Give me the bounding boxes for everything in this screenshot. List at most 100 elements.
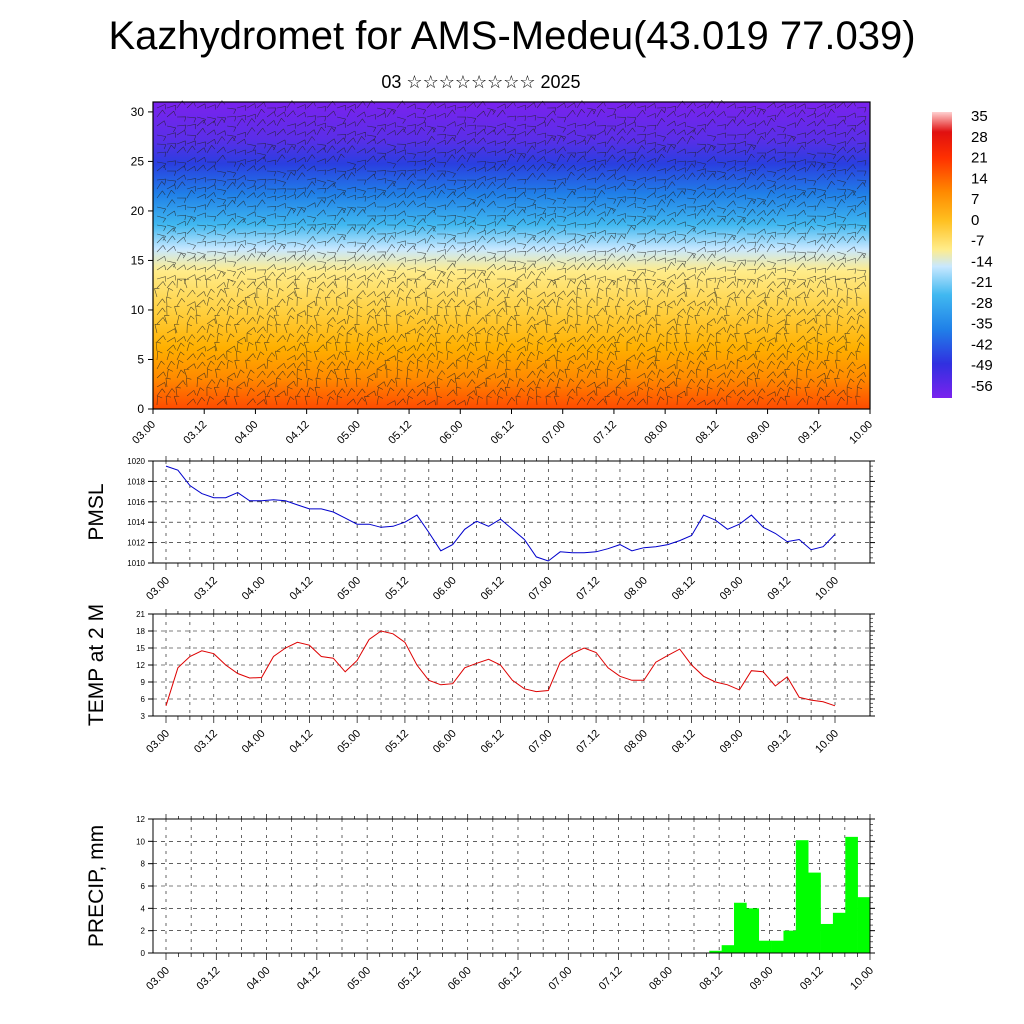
x-tick-label: 05.00 xyxy=(335,728,363,756)
x-tick-label: 04.00 xyxy=(240,728,268,756)
colorbar: 35 28 21 14 7 0 -7 -14 -21 -28 -35 -42 -49 -56 xyxy=(932,108,993,398)
chart-title: Kazhydromet for AMS-Medeu(43.019 77.039) xyxy=(108,14,916,58)
x-tick-label: 09.00 xyxy=(718,575,746,603)
x-tick-label: 04.00 xyxy=(245,965,273,993)
y-tick-label: 8 xyxy=(141,860,146,869)
y-tick-label: 12 xyxy=(136,661,145,670)
heatmap-x-tick-label: 04.00 xyxy=(233,419,261,447)
precip-panel: 0 2 4 6 8 10 12 03.00 03.12 04.00 04.12 05.00 05.12 0… xyxy=(85,814,876,993)
heatmap-field xyxy=(153,102,870,409)
precip-bar xyxy=(709,950,722,953)
y-tick-label: 10 xyxy=(136,837,145,846)
precip-bar xyxy=(808,872,821,953)
x-tick-label: 09.00 xyxy=(748,965,776,993)
heatmap-x-axis: 03.00 03.12 04.00 04.12 05.00 05.12 06.00 06.12… xyxy=(130,409,875,447)
x-tick-label: 07.00 xyxy=(526,728,554,756)
precip-bar xyxy=(783,930,797,953)
heatmap-x-tick-label: 03.00 xyxy=(130,419,158,447)
colorbar-label: -42 xyxy=(971,336,993,353)
x-tick-label: 05.00 xyxy=(345,965,373,993)
precip-bar xyxy=(721,945,735,953)
x-tick-label: 07.00 xyxy=(546,965,574,993)
colorbar-label: -21 xyxy=(971,274,993,291)
x-tick-label: 06.12 xyxy=(479,728,507,756)
x-tick-label: 04.12 xyxy=(288,728,316,756)
heatmap-y-tick-label: 5 xyxy=(137,352,144,366)
heatmap-x-tick-label: 05.12 xyxy=(386,419,414,447)
x-tick-label: 04.00 xyxy=(240,575,268,603)
colorbar-label: -35 xyxy=(971,316,993,333)
heatmap-x-tick-label: 03.12 xyxy=(181,419,209,447)
heatmap-y-tick-label: 30 xyxy=(131,105,145,119)
x-tick-label: 08.12 xyxy=(670,728,698,756)
heatmap-x-tick-label: 06.12 xyxy=(489,419,517,447)
heatmap-y-tick-label: 10 xyxy=(131,303,145,317)
heatmap-x-tick-label: 07.12 xyxy=(591,419,619,447)
heatmap-x-tick-label: 05.00 xyxy=(335,419,363,447)
y-tick-label: 1012 xyxy=(127,539,145,548)
x-tick-label: 08.00 xyxy=(622,728,650,756)
heatmap-x-tick-label: 06.00 xyxy=(437,419,465,447)
x-tick-label: 08.12 xyxy=(697,965,725,993)
precip-bar xyxy=(845,836,858,953)
heatmap-x-tick-label: 10.00 xyxy=(847,419,875,447)
colorbar-label: 14 xyxy=(971,170,988,187)
y-tick-label: 1016 xyxy=(127,498,145,507)
plot-area xyxy=(153,614,870,716)
colorbar-label: 35 xyxy=(971,108,988,125)
colorbar-labels: 35 28 21 14 7 0 -7 -14 -21 -28 -35 -42 -49 -56 xyxy=(971,108,993,395)
x-tick-label: 09.12 xyxy=(765,728,793,756)
y-tick-label: 1010 xyxy=(127,559,145,568)
temperature-cross-section: 0 5 10 15 20 25 30 03.00 03.12 04.00 04.12 05.00 05… xyxy=(130,100,875,447)
colorbar-label: -49 xyxy=(971,357,993,374)
x-tick-label: 05.12 xyxy=(383,575,411,603)
x-tick-label: 03.00 xyxy=(144,728,172,756)
x-tick-label: 04.12 xyxy=(288,575,316,603)
plot-frame xyxy=(152,613,871,717)
heatmap-x-tick-label: 08.12 xyxy=(694,419,722,447)
series-line xyxy=(165,630,836,707)
heatmap-x-tick-label: 09.00 xyxy=(745,419,773,447)
x-tick-label: 03.12 xyxy=(192,728,220,756)
x-tick-label: 03.12 xyxy=(194,965,222,993)
x-tick-label: 07.12 xyxy=(574,575,602,603)
colorbar-label: -28 xyxy=(971,295,993,312)
y-tick-label: 1014 xyxy=(127,518,145,527)
precip-bar xyxy=(758,940,772,953)
y-axis-label: PMSL xyxy=(85,483,108,540)
x-tick-label: 08.00 xyxy=(622,575,650,603)
colorbar-label: 28 xyxy=(971,129,988,146)
heatmap-y-tick-label: 0 xyxy=(137,402,144,416)
x-tick-label: 09.00 xyxy=(718,728,746,756)
y-tick-label: 6 xyxy=(141,695,146,704)
heatmap-x-tick-label: 04.12 xyxy=(284,419,312,447)
x-tick-label: 03.12 xyxy=(192,575,220,603)
colorbar-label: -56 xyxy=(971,378,993,395)
chart-subtitle: 03 ☆☆☆☆☆☆☆☆ 2025 xyxy=(381,72,581,92)
y-tick-label: 0 xyxy=(141,949,146,958)
y-tick-label: 2 xyxy=(141,927,146,936)
heatmap-y-tick-label: 15 xyxy=(131,253,145,267)
precip-bar xyxy=(746,908,760,953)
x-tick-label: 08.12 xyxy=(670,575,698,603)
wind-barbs xyxy=(154,100,867,406)
colorbar-ramp xyxy=(932,112,952,398)
colorbar-label: 7 xyxy=(971,191,979,208)
y-tick-label: 12 xyxy=(136,815,145,824)
x-tick-label: 05.12 xyxy=(383,728,411,756)
x-tick-label: 07.00 xyxy=(526,575,554,603)
y-tick-label: 4 xyxy=(141,904,146,913)
x-tick-label: 09.12 xyxy=(765,575,793,603)
x-tick-label: 07.12 xyxy=(574,728,602,756)
x-tick-label: 06.12 xyxy=(496,965,524,993)
precip-bar xyxy=(734,902,747,953)
heatmap-y-axis: 0 5 10 15 20 25 30 xyxy=(131,105,153,416)
colorbar-label: -14 xyxy=(971,253,993,270)
plot-frame xyxy=(152,818,871,954)
y-axis-label: TEMP at 2 M xyxy=(85,604,108,726)
plot-area xyxy=(153,461,870,563)
y-tick-label: 6 xyxy=(141,882,146,891)
precip-bar xyxy=(820,923,834,953)
y-axis-label: PRECIP, mm xyxy=(85,825,108,947)
x-tick-label: 06.12 xyxy=(479,575,507,603)
